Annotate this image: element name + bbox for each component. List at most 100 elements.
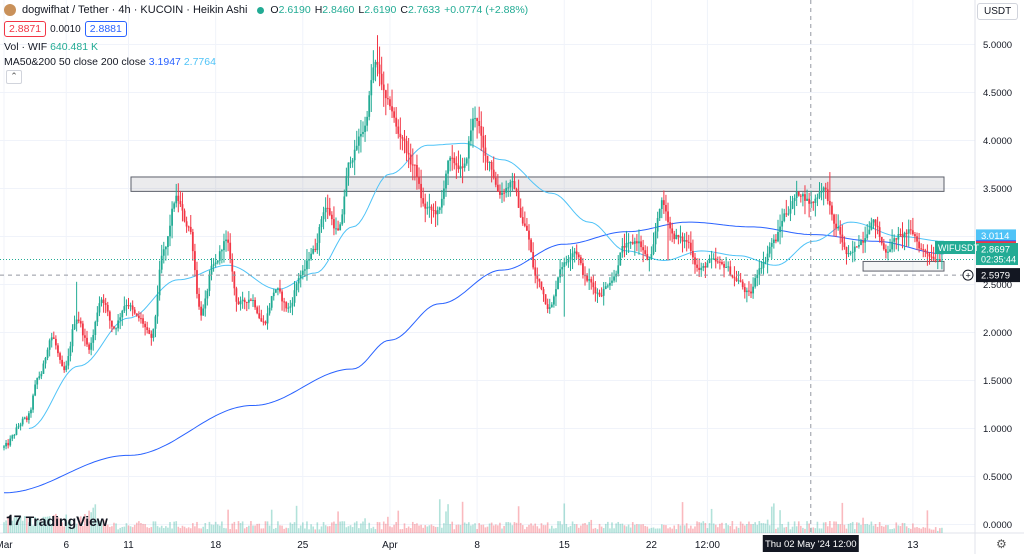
volume-bar <box>364 518 366 533</box>
volume-bar <box>941 527 943 533</box>
candle-body <box>828 200 831 206</box>
volume-bar <box>532 525 534 533</box>
candle-body <box>528 230 530 240</box>
candle-body <box>737 280 740 282</box>
candle-body <box>376 61 379 65</box>
symbol-title[interactable]: dogwifhat / Tether · 4h · KUCOIN · Heiki… <box>22 4 248 16</box>
volume-bar <box>98 520 101 533</box>
volume-bar <box>441 527 443 533</box>
candle-body <box>644 250 647 254</box>
volume-bar <box>731 521 734 533</box>
candle-body <box>42 363 45 374</box>
volume-bar <box>839 524 842 533</box>
time-tick-label: Apr <box>382 540 398 551</box>
market-open-dot-icon <box>257 6 265 14</box>
volume-bar <box>665 525 667 533</box>
candle-body <box>557 277 559 290</box>
candle-body <box>5 442 7 447</box>
currency-selector[interactable]: USDT <box>977 3 1019 20</box>
volume-legend[interactable]: Vol · WIF 640.481 K <box>4 41 98 53</box>
buy-button[interactable]: 2.8881 <box>84 21 127 37</box>
volume-bar <box>594 527 597 533</box>
volume-bar <box>571 521 574 533</box>
candle-body <box>94 321 97 335</box>
candle-body <box>820 191 823 193</box>
candle-body <box>343 196 346 215</box>
volume-bar <box>592 528 595 533</box>
candle-body <box>306 260 308 270</box>
candle-body <box>413 164 416 166</box>
volume-bar <box>140 523 142 533</box>
candle-body <box>370 80 373 96</box>
volume-bar <box>667 528 669 533</box>
volume-bar <box>69 520 72 533</box>
volume-bar <box>470 525 472 533</box>
candle-body <box>478 120 481 127</box>
volume-bar <box>291 523 294 533</box>
volume-bar <box>256 523 258 533</box>
candle-body <box>604 286 607 290</box>
volume-bar <box>243 528 246 533</box>
volume-bar <box>548 528 551 533</box>
sell-button[interactable]: 2.8871 <box>4 21 47 37</box>
candle-body <box>909 229 912 231</box>
candle-body <box>509 182 512 188</box>
volume-bar <box>714 524 717 533</box>
support-zone <box>862 260 945 272</box>
volume-bar <box>507 522 510 533</box>
candle-body <box>13 434 16 436</box>
candle-body <box>146 327 149 331</box>
volume-bar <box>233 521 236 533</box>
candle-body <box>484 147 487 156</box>
volume-bar <box>79 516 82 533</box>
candle-body <box>756 274 759 279</box>
volume-bar <box>297 528 300 533</box>
candle-body <box>584 275 586 277</box>
candle-body <box>102 299 105 304</box>
ma-legend[interactable]: MA50&200 50 close 200 close 3.1947 2.776… <box>4 56 216 68</box>
candle-body <box>183 210 186 222</box>
volume-bar <box>752 524 754 533</box>
candle-body <box>930 256 933 258</box>
collapse-legend-button[interactable]: ⌃ <box>6 70 22 84</box>
candle-body <box>384 90 387 99</box>
volume-bar <box>333 521 335 533</box>
candle-body <box>779 226 781 232</box>
candle-body <box>341 214 344 225</box>
candle-body <box>567 260 570 263</box>
volume-bar <box>165 526 167 533</box>
volume-bar <box>553 528 555 533</box>
gear-icon[interactable]: ⚙ <box>996 537 1007 551</box>
volume-bar <box>777 527 779 533</box>
trade-buttons-row: 2.8871 0.0010 2.8881 <box>4 21 127 37</box>
candle-body <box>239 300 242 305</box>
candle-body <box>563 262 566 268</box>
volume-bar <box>119 527 122 533</box>
candle-body <box>241 299 244 301</box>
volume-bar <box>208 521 211 533</box>
ohlc-item: H2.8460 <box>315 4 355 16</box>
candle-body <box>303 269 306 271</box>
candle-body <box>277 288 279 290</box>
candle-body <box>503 192 505 194</box>
price-tick-label: 0.5000 <box>983 472 1012 483</box>
candle-body <box>702 266 705 268</box>
ohlc-item: L2.6190 <box>358 4 396 16</box>
candle-body <box>733 276 736 279</box>
candle-body <box>264 321 267 324</box>
candle-body <box>23 417 26 419</box>
candle-body <box>316 242 319 251</box>
candle-body <box>698 267 701 270</box>
volume-bar <box>528 524 530 533</box>
candle-body <box>405 141 408 153</box>
candle-body <box>48 340 51 350</box>
volume-bar <box>833 521 835 533</box>
candle-body <box>237 301 240 305</box>
volume-bar <box>426 526 429 533</box>
candle-body <box>247 299 250 303</box>
candle-body <box>349 162 352 164</box>
candle-body <box>175 195 178 204</box>
candle-body <box>505 187 508 193</box>
